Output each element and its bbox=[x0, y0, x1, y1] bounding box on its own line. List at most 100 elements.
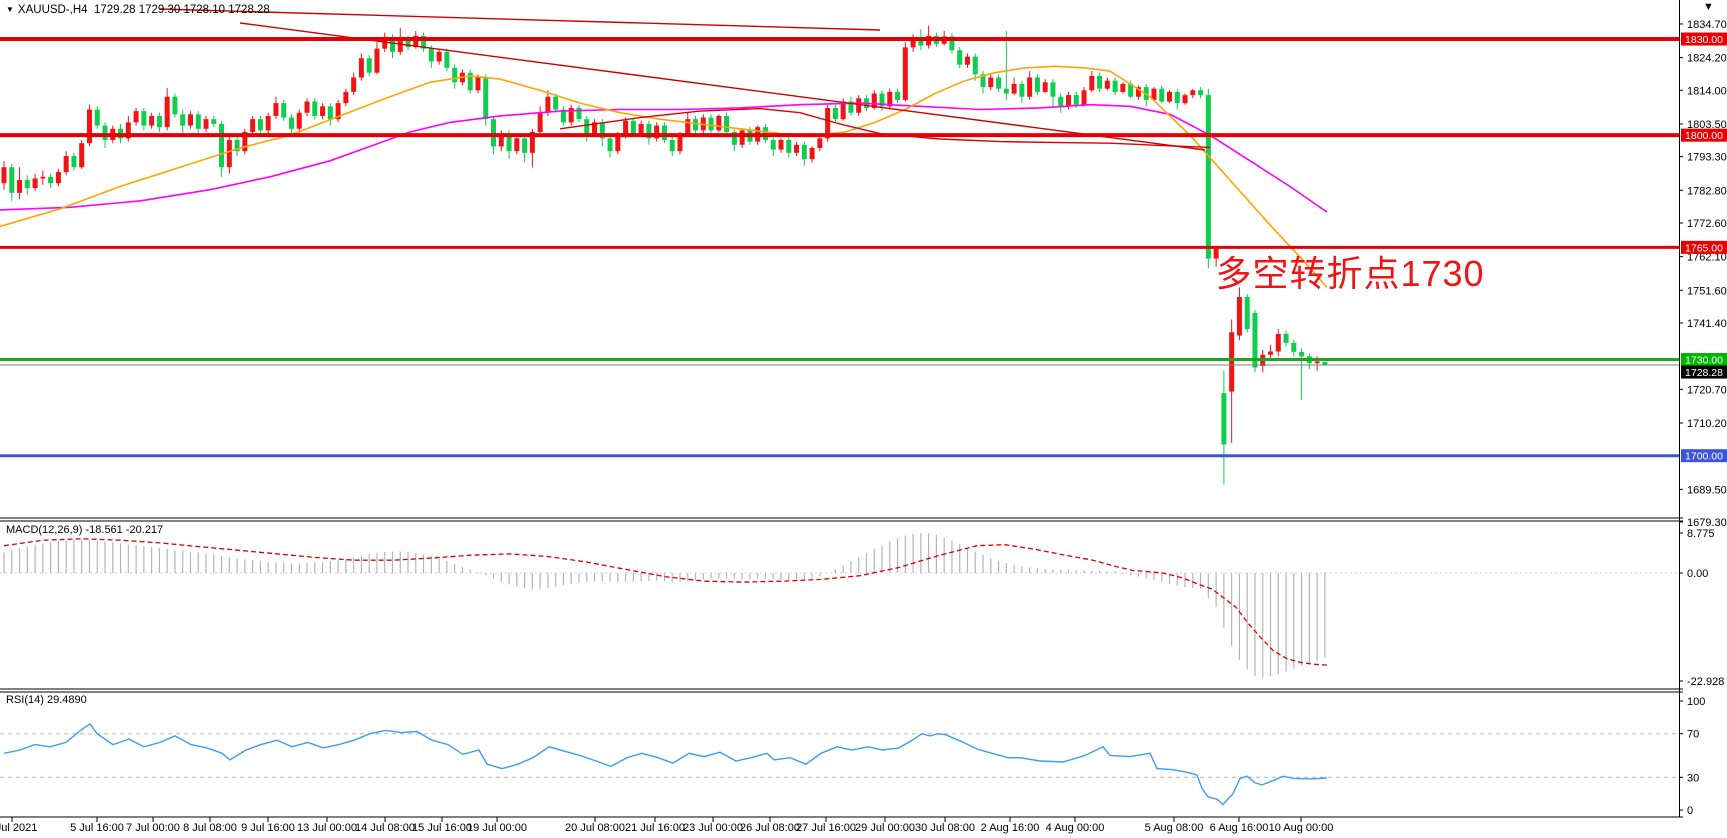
chart-annotation-text[interactable]: 多空转折点1730 bbox=[1215, 253, 1485, 294]
macd-axis-label: -22.928 bbox=[1687, 676, 1724, 688]
price-badge-1830.00-text: 1830.00 bbox=[1685, 34, 1723, 46]
candle-bull bbox=[1213, 247, 1219, 259]
candle-bull bbox=[902, 47, 908, 100]
candle-bull bbox=[529, 131, 535, 153]
candle-bear bbox=[421, 35, 427, 49]
candle-bear bbox=[211, 119, 217, 124]
candle-bull bbox=[187, 114, 193, 126]
candle-bear bbox=[1097, 75, 1103, 89]
price-badge-1730.00-text: 1730.00 bbox=[1685, 355, 1723, 367]
candle-bear bbox=[180, 114, 186, 126]
candle-bear bbox=[1291, 342, 1297, 352]
price-badge-1700.00 bbox=[1681, 449, 1727, 463]
candle-bull bbox=[1182, 95, 1188, 104]
rsi-axis-label: 30 bbox=[1687, 772, 1699, 784]
candle-bear bbox=[607, 138, 613, 152]
candle-bull bbox=[226, 139, 232, 168]
candle-bear bbox=[405, 39, 411, 48]
candle-bull bbox=[374, 48, 380, 73]
candle-bull bbox=[1011, 83, 1017, 94]
macd-axis-label: 0.00 bbox=[1687, 568, 1708, 580]
price-axis-label: 1762.10 bbox=[1687, 252, 1727, 264]
candle-bull bbox=[1151, 88, 1157, 100]
candle-bull bbox=[794, 144, 800, 153]
price-badge-1800.00 bbox=[1681, 128, 1727, 142]
trendline-2[interactable] bbox=[239, 22, 1206, 151]
candle-bull bbox=[988, 77, 994, 88]
candle-bull bbox=[1042, 82, 1048, 92]
candle-bull bbox=[1314, 361, 1320, 364]
price-badge-1765.00-text: 1765.00 bbox=[1685, 242, 1723, 254]
candle-bear bbox=[522, 138, 528, 153]
candle-bull bbox=[778, 139, 784, 150]
candle-bull bbox=[615, 135, 621, 152]
candle-bull bbox=[242, 131, 248, 152]
macd-axis-label: 8.775 bbox=[1687, 528, 1715, 540]
trendline-1[interactable] bbox=[159, 8, 881, 31]
candle-bear bbox=[1244, 297, 1250, 330]
collapse-indicator-icon[interactable]: ▼ bbox=[6, 5, 14, 14]
candle-bear bbox=[141, 111, 147, 126]
macd-main-value: -18.561 bbox=[85, 524, 123, 536]
chart-shift-marker-icon[interactable]: ▼ bbox=[1703, 1, 1714, 13]
candle-bear bbox=[1299, 351, 1305, 357]
candle-bear bbox=[895, 91, 901, 100]
candle-bull bbox=[871, 93, 877, 108]
time-axis-label: 21 Jul 16:00 bbox=[625, 822, 685, 834]
candle-bear bbox=[48, 176, 54, 184]
candle-bull bbox=[677, 133, 683, 152]
candle-bull bbox=[397, 39, 403, 52]
price-badge-1800.00-text: 1800.00 bbox=[1685, 130, 1723, 142]
candle-bull bbox=[537, 112, 543, 132]
candle-bull bbox=[149, 115, 155, 126]
candle-bear bbox=[832, 107, 838, 120]
candle-bear bbox=[972, 56, 978, 75]
candle-bear bbox=[553, 96, 559, 110]
candle-bear bbox=[1034, 77, 1040, 92]
candle-bull bbox=[1, 167, 7, 184]
candle-bull bbox=[265, 115, 271, 131]
candle-bull bbox=[856, 98, 862, 113]
candle-bear bbox=[444, 51, 450, 68]
time-axis-label: 10 Aug 00:00 bbox=[1269, 822, 1334, 834]
candle-bull bbox=[638, 123, 644, 134]
candle-bull bbox=[125, 122, 131, 139]
candle-bear bbox=[1073, 95, 1079, 105]
candle-bear bbox=[646, 123, 652, 139]
candle-bull bbox=[514, 138, 520, 152]
candle-bull bbox=[825, 107, 831, 139]
candle-bull bbox=[55, 172, 61, 184]
candle-bear bbox=[483, 77, 489, 120]
candle-bull bbox=[203, 119, 209, 129]
price-axis-label: 1803.50 bbox=[1687, 119, 1727, 131]
price-axis-label: 1741.40 bbox=[1687, 318, 1727, 330]
candle-bull bbox=[335, 103, 341, 120]
rsi-value: 29.4890 bbox=[46, 694, 87, 706]
candle-bull bbox=[17, 180, 23, 193]
candle-bull bbox=[382, 37, 388, 49]
candle-bear bbox=[1252, 313, 1258, 368]
candle-bear bbox=[366, 58, 372, 73]
macd-name: MACD(12,26,9) bbox=[6, 524, 83, 536]
candle-bull bbox=[545, 96, 551, 113]
candle-bear bbox=[94, 109, 100, 126]
candle-bear bbox=[980, 74, 986, 88]
time-axis-label: 5 Jul 16:00 bbox=[70, 822, 124, 834]
time-axis-label: 2 Aug 16:00 bbox=[981, 822, 1040, 834]
candle-bear bbox=[1198, 90, 1204, 96]
candle-bull bbox=[40, 176, 46, 179]
candle-bear bbox=[234, 139, 240, 152]
candle-bear bbox=[708, 117, 714, 131]
price-badge-1830.00 bbox=[1681, 32, 1727, 46]
ma-magenta-line[interactable] bbox=[0, 102, 1328, 213]
candle-bear bbox=[1050, 82, 1056, 97]
candle-bear bbox=[599, 122, 605, 139]
time-axis-label: 7 Jul 00:00 bbox=[126, 822, 180, 834]
symbol-ohlc-line: ▼ XAUUSD-,H4 1729.28 1729.30 1728.10 1728… bbox=[6, 4, 270, 16]
candle-bear bbox=[918, 37, 924, 46]
candle-bear bbox=[1322, 361, 1328, 366]
candle-bull bbox=[1027, 77, 1033, 97]
